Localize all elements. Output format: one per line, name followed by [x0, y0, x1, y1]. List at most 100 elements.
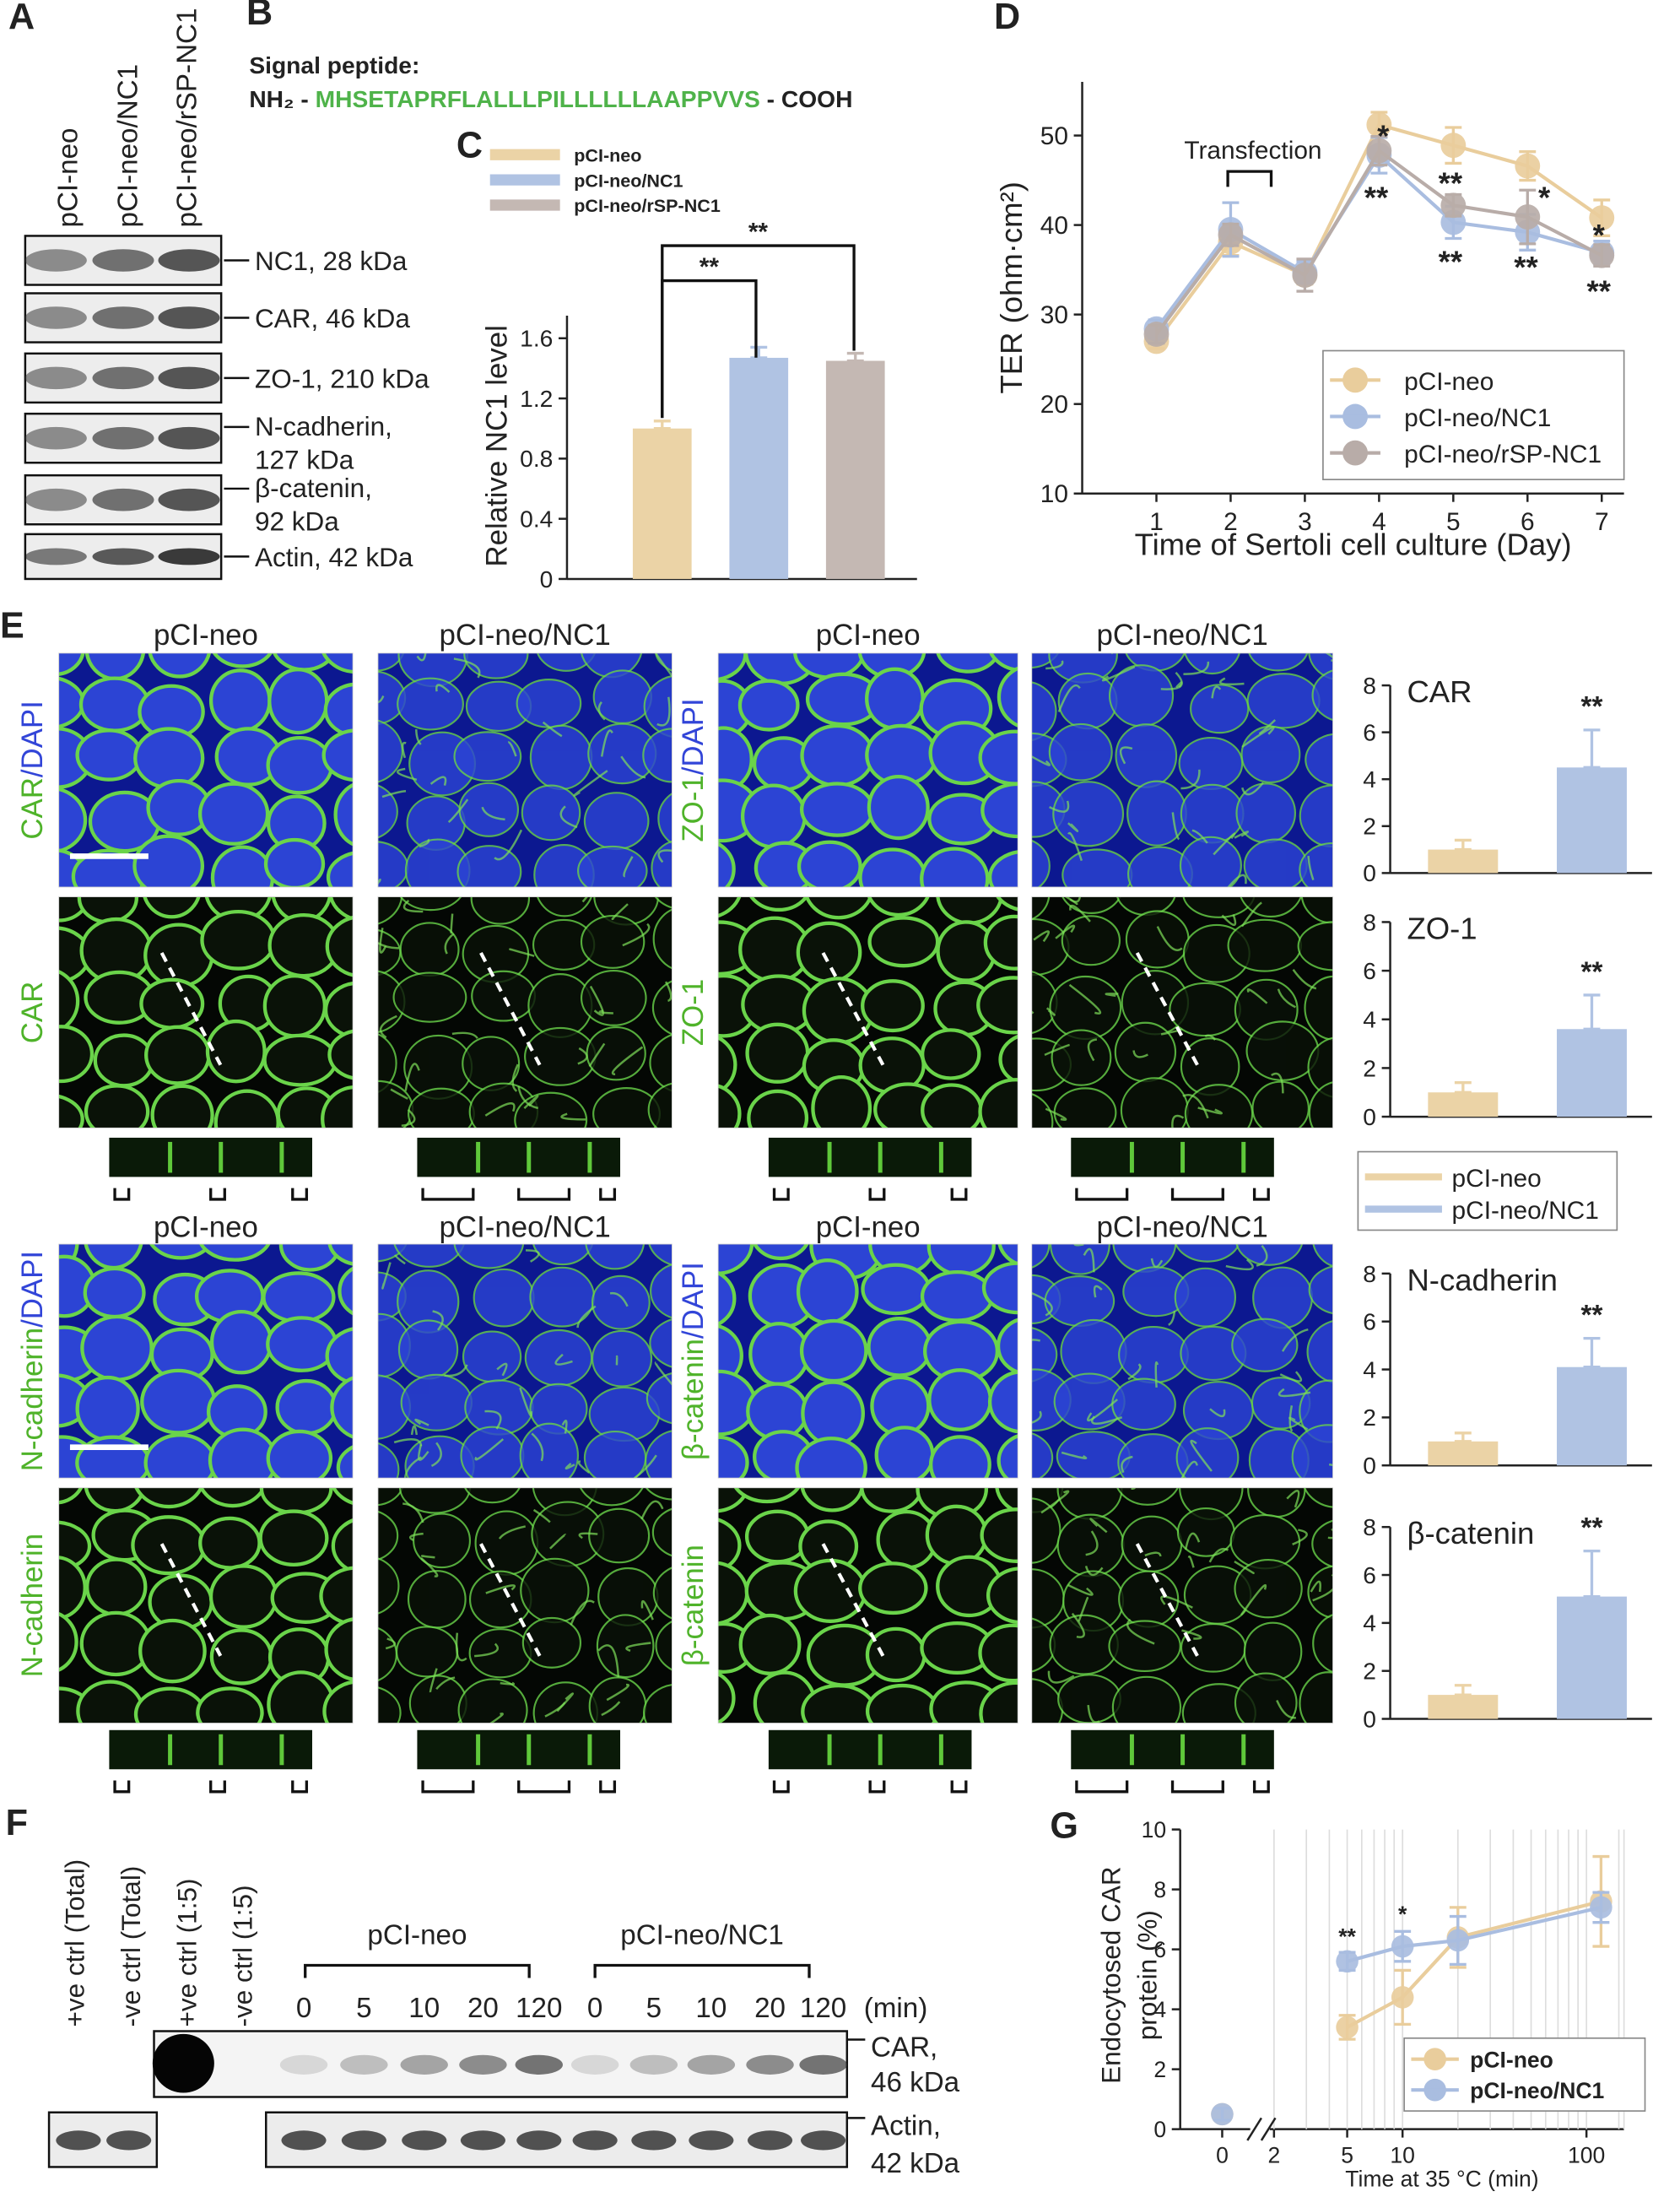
cell: [275, 1378, 338, 1436]
significance: **: [1581, 1300, 1603, 1331]
strip-bracket: [772, 1780, 968, 1794]
diffuse-signal: [623, 856, 634, 878]
error-bar: [1583, 728, 1601, 769]
row-label-part: N-cadherin: [16, 1534, 49, 1677]
row-label: CAR/DAPI: [16, 701, 49, 840]
diffuse-signal: [606, 1683, 630, 1702]
bar: [1428, 1441, 1499, 1466]
cell: [1174, 1267, 1237, 1328]
cell: [319, 1566, 354, 1626]
cell: [327, 1029, 354, 1080]
cell: [84, 652, 146, 681]
diffuse-signal: [1292, 969, 1317, 990]
c-term: - COOH: [760, 85, 853, 112]
cell: [997, 1244, 1018, 1266]
legend-box: [1403, 2037, 1646, 2112]
cell: [338, 1266, 354, 1316]
cell: [991, 1740, 1048, 1788]
data-point: [1440, 192, 1467, 219]
cell: [926, 1244, 996, 1277]
bar: [729, 357, 789, 579]
diffuse-signal: [402, 1502, 424, 1523]
cell: [977, 1143, 1049, 1190]
diffuse-signal: [1211, 685, 1222, 699]
y-tick-label: 2: [1363, 1054, 1376, 1081]
diffuse-signal: [1279, 1371, 1303, 1383]
y-tick-label: 6: [1153, 1937, 1166, 1962]
cell: [718, 652, 748, 682]
cell: [78, 676, 150, 733]
y-tick-label: 0: [1363, 1705, 1376, 1732]
cell: [996, 1318, 1018, 1374]
diffuse-signal: [664, 981, 673, 1003]
bar: [1556, 767, 1627, 874]
column-title: pCI-neo/NC1: [1097, 619, 1268, 652]
cell: [337, 1147, 402, 1204]
cell: [464, 1487, 521, 1504]
cell: [19, 1144, 81, 1194]
y-tick-label: 4: [1363, 1610, 1376, 1637]
diffuse-signal: [410, 1425, 419, 1436]
cell: [987, 850, 1018, 887]
y-axis-label: TER (ohm·cm²): [994, 181, 1029, 393]
legend-label: pCI-neo/NC1: [1452, 1197, 1599, 1225]
cell: [718, 1244, 754, 1276]
micrograph: [718, 1244, 1018, 1479]
x-axis-label: Time of Sertoli cell culture (Day): [1135, 528, 1572, 562]
line-scan: [1135, 1543, 1199, 1657]
x-tick-label: 5: [1446, 508, 1461, 536]
diffuse-signal: [404, 1063, 420, 1091]
column-title: pCI-neo/NC1: [1097, 1211, 1268, 1244]
row-label-part: /DAPI: [677, 698, 710, 775]
cell: [585, 1244, 645, 1270]
legend-label: pCI-neo/NC1: [1470, 2078, 1604, 2103]
diffuse-signal: [1144, 1551, 1162, 1557]
diffuse-signal: [416, 652, 427, 662]
diffuse-signal: [1204, 1034, 1217, 1041]
cell: [737, 679, 800, 732]
micrograph-frame: [717, 896, 1018, 1128]
band-label: 46 kDa: [871, 2067, 960, 2098]
band-label: CAR,: [871, 2032, 937, 2063]
cell: [1248, 652, 1309, 672]
row-label: N-cadherin/DAPI: [16, 1251, 49, 1471]
micrograph-frame: [717, 1487, 1018, 1724]
cell: [687, 1740, 759, 1794]
group-label: pCI-neo: [367, 1920, 467, 1951]
cell: [801, 1683, 877, 1724]
micrograph: [1031, 896, 1333, 1128]
cell: [1031, 1432, 1054, 1479]
diffuse-signal: [597, 1644, 620, 1678]
strip-bracket: [1075, 1780, 1270, 1794]
column-title: pCI-neo/NC1: [440, 619, 611, 652]
y-tick-label: 1.6: [520, 325, 553, 352]
annotation: Transfection: [1184, 137, 1321, 165]
diffuse-signal: [414, 1418, 429, 1426]
cell: [470, 896, 531, 925]
blot-band: [340, 2054, 388, 2075]
diffuse-signal: [429, 776, 447, 786]
row-label: ZO-1/DAPI: [677, 698, 710, 841]
cell: [149, 1244, 213, 1260]
diffuse-signal: [1227, 874, 1247, 887]
y-tick-label: 30: [1040, 301, 1068, 329]
lane-label: pCI-neo/NC1: [113, 64, 144, 228]
cell: [586, 1025, 646, 1081]
diffuse-signal: [565, 1462, 575, 1470]
blot-band: [92, 366, 154, 390]
diffuse-signal: [1073, 1244, 1084, 1247]
line-scan-strip: [768, 1729, 972, 1770]
cell: [652, 908, 673, 970]
diffuse-signal: [531, 1432, 544, 1462]
blot-band: [281, 2130, 327, 2151]
diffuse-signal: [542, 721, 563, 738]
cell: [643, 1684, 673, 1724]
cell: [325, 915, 354, 977]
cell: [392, 971, 467, 1023]
cell: [377, 1510, 399, 1561]
cell: [995, 1487, 1018, 1514]
cell: [468, 1628, 532, 1679]
diffuse-signal: [1328, 1463, 1333, 1467]
cell: [75, 1375, 140, 1442]
cell: [1057, 672, 1118, 730]
